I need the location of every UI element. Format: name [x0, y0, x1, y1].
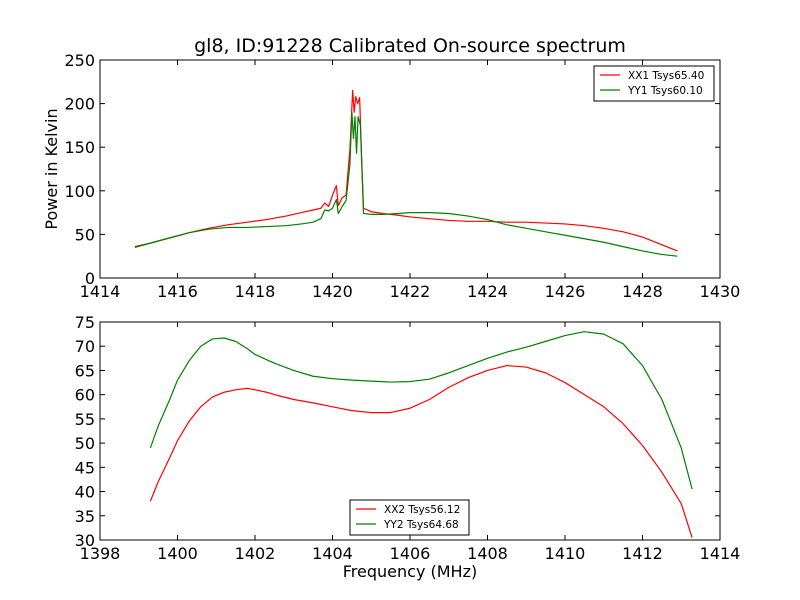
x-tick-label: 1414: [700, 544, 741, 563]
x-tick-label: 1424: [467, 282, 508, 301]
y-tick-label: 70: [75, 337, 95, 356]
y-tick-label: 65: [75, 361, 95, 380]
x-tick-label: 1428: [622, 282, 663, 301]
y-tick-label: 100: [64, 182, 95, 201]
series-line-1: [149, 365, 693, 538]
y-axis-label: Power in Kelvin: [42, 108, 61, 229]
x-tick-label: 1402: [235, 544, 276, 563]
y-tick-label: 30: [75, 531, 95, 550]
y-tick-label: 150: [64, 138, 95, 157]
y-tick-label: 45: [75, 458, 95, 477]
series-line-2: [149, 331, 693, 490]
y-tick-label: 0: [85, 269, 95, 288]
legend: XX1 Tsys65.40 YY1 Tsys60.10: [593, 65, 715, 102]
y-tick-label: 50: [75, 225, 95, 244]
x-tick-label: 1404: [312, 544, 353, 563]
chart-2: 1398 1400 1402 1404 1406 1408 1410 1412 1414 30 35…: [75, 313, 741, 581]
legend-box: [349, 499, 470, 536]
x-tick-label: 1418: [235, 282, 276, 301]
x-tick-label: 1408: [467, 544, 508, 563]
x-tick-label: 1406: [390, 544, 431, 563]
x-tick-label: 1412: [622, 544, 663, 563]
legend-label-1: XX1 Tsys65.40: [628, 70, 704, 82]
chart-1: 1414 1416 1418 1420 1422 1424 1426 1428 1430 0 50 1…: [42, 35, 740, 301]
y-tick-label: 40: [75, 483, 95, 502]
series-line-1: [134, 89, 678, 252]
y-tick-label: 50: [75, 434, 95, 453]
y-tick-label: 75: [75, 313, 95, 332]
legend-label-2: YY2 Tsys64.68: [383, 519, 459, 531]
x-tick-label: 1422: [390, 282, 431, 301]
x-tick-label: 1398: [80, 544, 121, 563]
x-tick-label: 1416: [157, 282, 198, 301]
chart-title: gl8, ID:91228 Calibrated On-source spect…: [194, 35, 626, 57]
y-tick-label: 55: [75, 410, 95, 429]
legend-label-1: XX2 Tsys56.12: [384, 504, 460, 516]
x-tick-label: 1414: [80, 282, 121, 301]
series-line-2: [134, 111, 678, 257]
x-tick-label: 1430: [700, 282, 741, 301]
y-tick-label: 60: [75, 386, 95, 405]
y-tick-label: 200: [64, 95, 95, 114]
x-tick-label: 1400: [157, 544, 198, 563]
x-tick-label: 1420: [312, 282, 353, 301]
y-tick-label: 250: [64, 51, 95, 70]
x-tick-label: 1410: [545, 544, 586, 563]
x-axis-label: Frequency (MHz): [343, 562, 477, 581]
y-tick-label: 35: [75, 507, 95, 526]
legend: XX2 Tsys56.12 YY2 Tsys64.68: [349, 499, 470, 536]
x-tick-label: 1426: [545, 282, 586, 301]
legend-box: [593, 65, 715, 102]
legend-label-2: YY1 Tsys60.10: [627, 85, 703, 97]
